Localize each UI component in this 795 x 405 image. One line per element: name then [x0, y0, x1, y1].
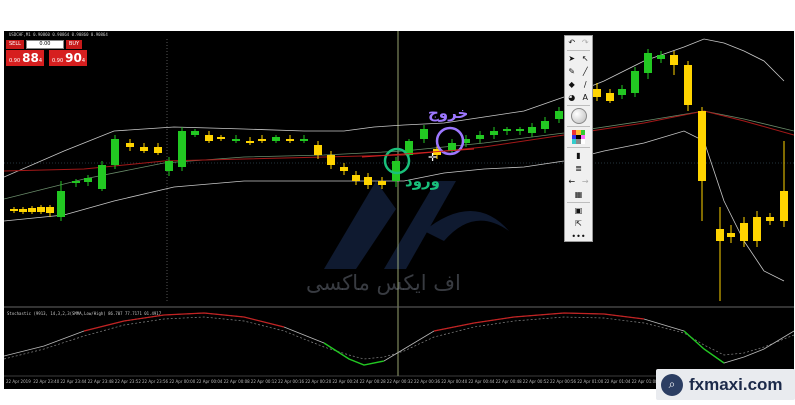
entry-circle	[383, 147, 411, 175]
time-tick-label: 22 Apr 00:32	[387, 379, 414, 384]
move-left-icon[interactable]: ←	[568, 177, 576, 186]
time-tick-label: 22 Apr 01:08	[632, 379, 659, 384]
search-icon: ⌕	[661, 373, 683, 396]
drawing-toolbar: ↶ ↷ ➤ ↖ ✎ ╱ ◆ ∕ ◕ A	[564, 35, 593, 242]
cursor-icon[interactable]: ➤	[568, 54, 576, 63]
time-tick-label: 22 Apr 00:00	[169, 379, 196, 384]
time-tick-label: 22 Apr 23:48	[88, 379, 115, 384]
lot-input[interactable]: 0.00	[25, 40, 64, 49]
time-tick-label: 22 Apr 01:00	[577, 379, 604, 384]
grid-icon[interactable]: ▦	[574, 190, 583, 199]
color-palette-icon[interactable]	[571, 130, 586, 144]
exit-label: خروج	[428, 104, 469, 122]
chart-window: ✛ 22 Apr 2019 22 Apr 23:40 22 Apr 23:44 22 …	[4, 31, 794, 389]
time-tick-label: 22 Apr 00:16	[278, 379, 305, 384]
sell-price-big: 88	[22, 51, 39, 65]
brush-icon[interactable]: ∕	[583, 80, 587, 89]
more-icon[interactable]: •••	[571, 232, 586, 241]
sell-price-small: 0.90	[9, 58, 21, 64]
fill-icon[interactable]: ◕	[568, 93, 576, 102]
time-tick-label: 22 Apr 00:24	[332, 379, 359, 384]
arrow-left-icon[interactable]: ↶	[568, 38, 576, 47]
time-tick-label: 22 Apr 23:40	[33, 379, 60, 384]
text-icon[interactable]: A	[582, 93, 588, 102]
indicator-title: Stochastic (9913, 14,3,2,3(SMMA,Low/High…	[7, 311, 162, 316]
time-tick-label: 22 Apr 00:36	[414, 379, 441, 384]
cross-icon[interactable]: ↖	[581, 54, 589, 63]
time-tick-label: 22 Apr 00:08	[224, 379, 251, 384]
time-tick-label: 22 Apr 00:52	[523, 379, 550, 384]
arrow-right-icon[interactable]: ↷	[581, 38, 589, 47]
buy-price-big: 90	[65, 51, 82, 65]
time-tick-label: 22 Apr 00:40	[441, 379, 468, 384]
buy-price[interactable]: 0.90 90 4	[49, 50, 87, 66]
circle-icon[interactable]	[570, 108, 587, 124]
time-tick-label: 22 Apr 00:28	[360, 379, 387, 384]
brand-badge: ⌕ fxmaxi.com	[656, 369, 795, 400]
page-icon[interactable]: ▮	[576, 151, 581, 160]
pencil-icon[interactable]: ✎	[568, 67, 576, 76]
time-tick-label: 22 Apr 00:12	[251, 379, 278, 384]
time-tick-label: 22 Apr 00:20	[305, 379, 332, 384]
price-chart[interactable]: ✛ 22 Apr 2019 22 Apr 23:40 22 Apr 23:44 22 …	[4, 31, 794, 389]
buy-price-sup: 4	[81, 58, 86, 64]
one-click-trading-panel: SELL 0.00 BUY 0.90 88 4 0.90 90 4	[6, 40, 87, 66]
exit-circle	[435, 126, 465, 156]
watermark-logo	[324, 181, 509, 269]
time-tick-label: 22 Apr 2019	[6, 379, 31, 384]
move-icon[interactable]: →	[581, 177, 589, 186]
time-tick-label: 22 Apr 23:52	[115, 379, 142, 384]
buy-button[interactable]: BUY	[65, 40, 83, 49]
candles-group	[10, 49, 788, 301]
watermark-text: اف ایکس ماکسی	[306, 271, 461, 295]
trade-marker-line	[361, 148, 475, 158]
sell-price[interactable]: 0.90 88 4	[6, 50, 44, 66]
time-tick-label: 22 Apr 00:56	[550, 379, 577, 384]
entry-label: ورود	[405, 172, 440, 190]
time-tick-label: 22 Apr 00:44	[468, 379, 495, 384]
time-tick-label: 22 Apr 01:04	[604, 379, 631, 384]
stochastic-group	[4, 312, 794, 366]
sell-price-sup: 4	[38, 58, 43, 64]
time-tick-label: 22 Apr 23:44	[60, 379, 87, 384]
time-tick-label: 22 Apr 23:56	[142, 379, 169, 384]
time-tick-label: 22 Apr 00:48	[496, 379, 523, 384]
screen-icon[interactable]: ▣	[574, 206, 583, 215]
eraser-icon[interactable]: ◆	[568, 80, 575, 89]
brand-text: fxmaxi.com	[689, 374, 783, 394]
symbol-title: USDCHF,M1 0.90860 0.90864 0.90860 0.9086…	[9, 32, 108, 37]
line-icon[interactable]: ╱	[582, 67, 588, 76]
share-icon[interactable]: ⇱	[575, 219, 582, 228]
list-icon[interactable]: ≣	[575, 164, 582, 173]
crosshair-icon: ✛	[428, 151, 437, 164]
buy-price-small: 0.90	[52, 58, 64, 64]
sell-button[interactable]: SELL	[6, 40, 24, 49]
time-tick-label: 22 Apr 00:04	[196, 379, 223, 384]
